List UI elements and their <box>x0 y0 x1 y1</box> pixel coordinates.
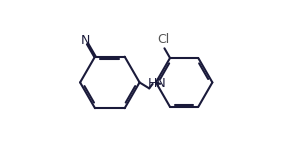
Text: Cl: Cl <box>158 33 170 46</box>
Text: HN: HN <box>148 77 167 90</box>
Text: N: N <box>81 34 91 48</box>
